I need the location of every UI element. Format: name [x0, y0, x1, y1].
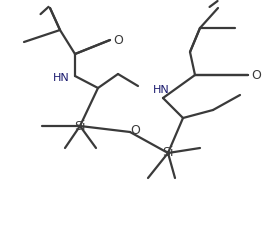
Text: O: O [251, 68, 261, 82]
Text: O: O [130, 125, 140, 137]
Text: HN: HN [53, 73, 70, 83]
Text: Si: Si [74, 120, 86, 133]
Text: Si: Si [162, 146, 174, 160]
Text: HN: HN [153, 85, 169, 95]
Text: O: O [113, 34, 123, 47]
